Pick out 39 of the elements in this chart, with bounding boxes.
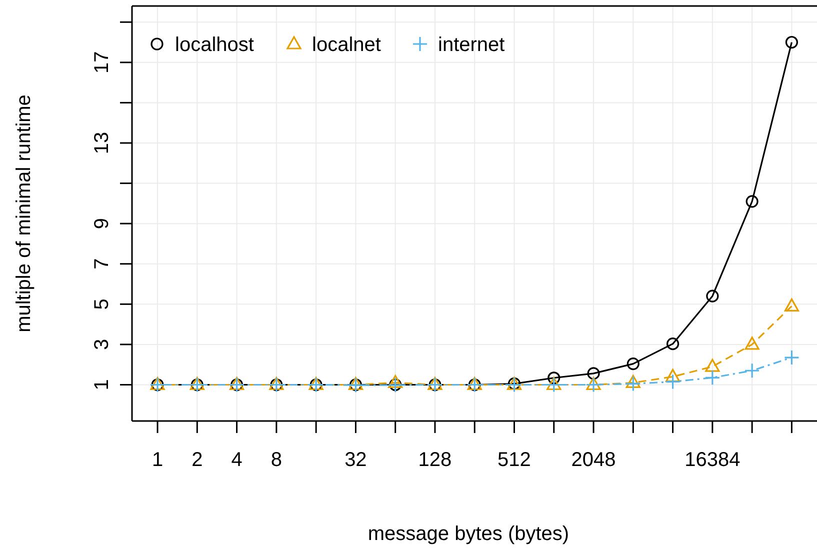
point [665,368,680,382]
point [744,336,760,350]
point [705,358,720,372]
y-tick-label: 3 [91,338,113,350]
x-tick-label: 2 [192,449,203,471]
x-axis-title: message bytes (bytes) [368,523,570,545]
point [626,374,640,388]
y-tick-label: 7 [91,258,113,270]
y-axis-title: multiple of minimal runtime [13,94,35,332]
point [784,298,800,312]
point [784,350,800,366]
x-tick-label: 32 [344,449,367,471]
point [744,362,760,378]
point [706,290,719,302]
point [785,36,798,49]
x-tick-label: 1 [152,449,164,471]
legend-label: internet [438,34,506,56]
point [664,374,681,390]
x-tick-label: 512 [498,449,531,471]
x-tick-label: 16384 [684,449,740,471]
y-tick-label: 9 [91,218,113,230]
point [625,376,641,392]
x-tick-label: 8 [270,449,282,471]
x-tick-label: 2048 [571,449,616,471]
point [746,195,758,208]
y-tick-label: 13 [91,132,113,154]
x-tick-label: 4 [231,449,242,471]
y-tick-label: 17 [91,51,113,74]
legend-label: localhost [175,34,254,56]
y-tick-label: 5 [91,298,113,310]
legend-label: localnet [312,34,382,56]
point [388,374,403,388]
point [626,357,640,370]
point [704,370,720,386]
point [666,338,680,350]
point [587,367,600,380]
point [548,372,560,384]
y-tick-label: 1 [91,379,113,390]
x-tick-label: 128 [418,449,452,471]
